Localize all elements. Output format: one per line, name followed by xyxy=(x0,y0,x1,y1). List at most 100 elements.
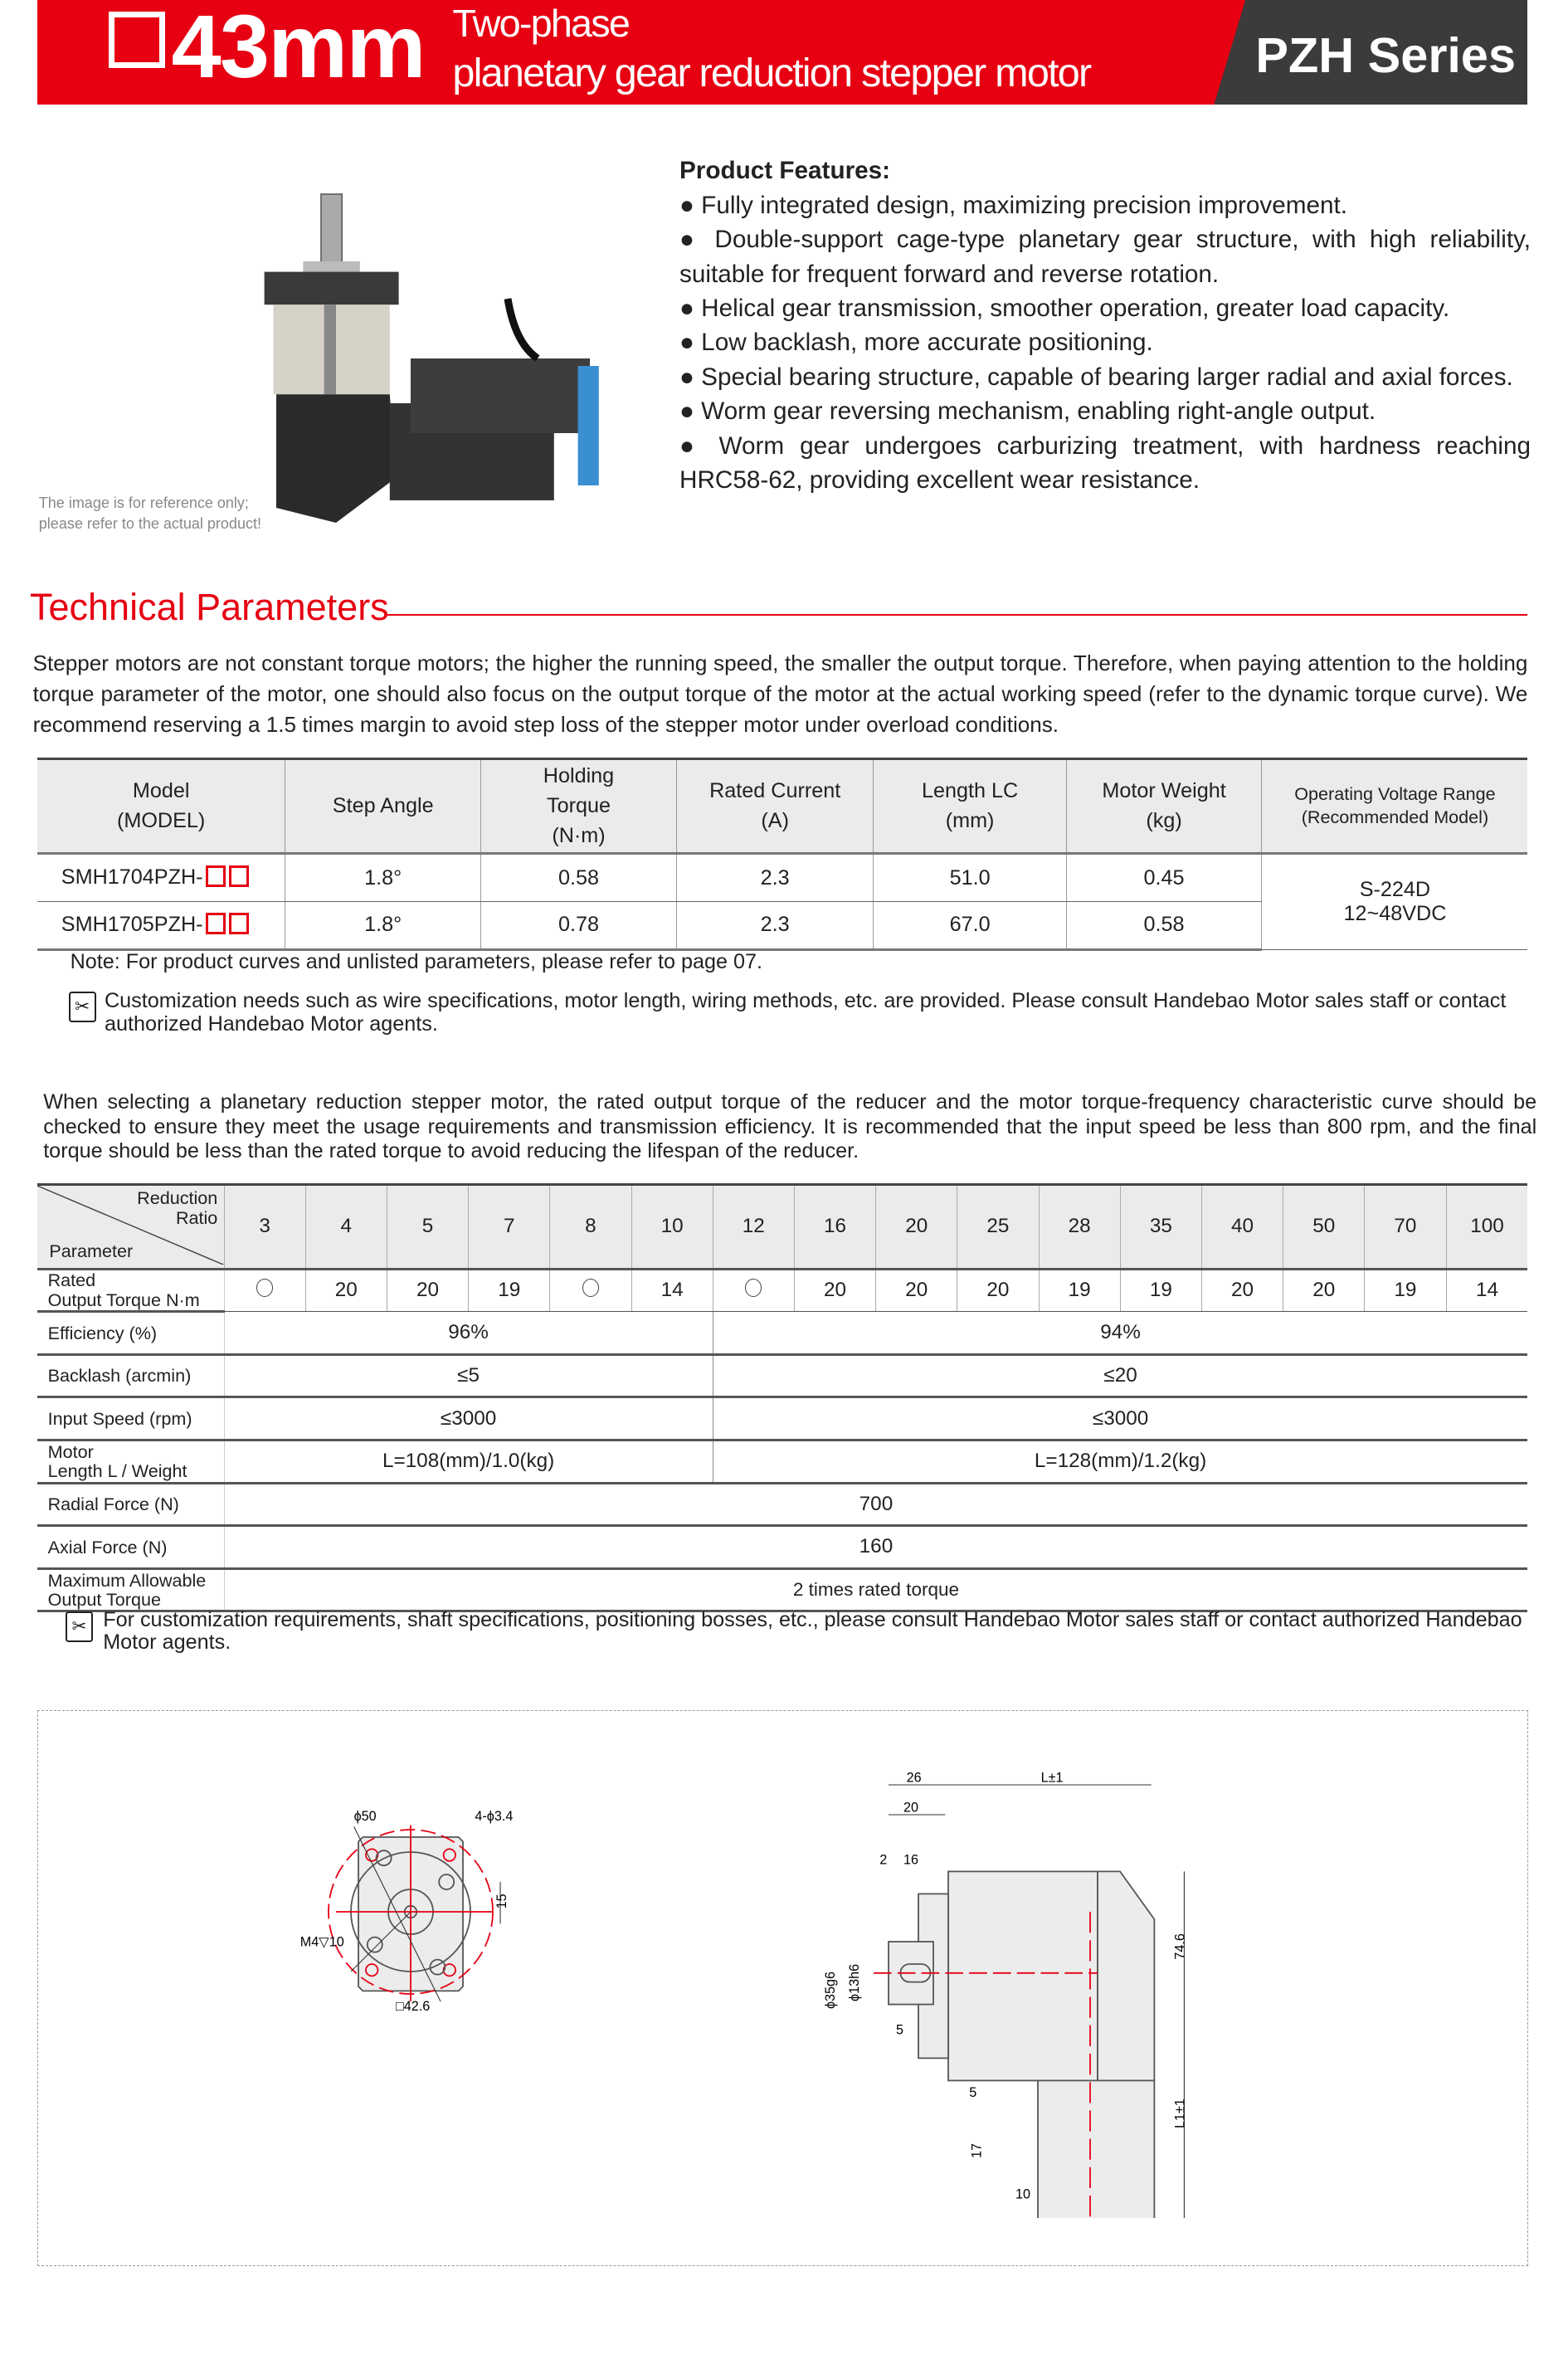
header-text: (A) xyxy=(761,809,789,833)
header-text: (kg) xyxy=(1146,809,1182,833)
series-name: PZH Series xyxy=(1255,27,1516,84)
header-text: (Recommended Model) xyxy=(1301,807,1489,828)
header-text: Operating Voltage Range xyxy=(1294,782,1496,804)
cell-text: 19 xyxy=(1068,1279,1091,1302)
table-cell: SMH1704PZH- xyxy=(37,853,286,902)
table-row: Backlash (arcmin) ≤5 ≤20 xyxy=(37,1354,1528,1399)
cell-text: SMH1705PZH- xyxy=(61,913,203,937)
customization-note: ✂ Customization needs such as wire specif… xyxy=(68,988,1538,1037)
ratio-header: 3 xyxy=(224,1182,306,1270)
value-cell: 94% xyxy=(713,1311,1528,1356)
size-title: 43mm xyxy=(109,0,426,98)
caption-line: The image is for reference only; xyxy=(38,495,249,511)
table-row: SMH1705PZH- 1.8° 0.78 2.3 67.0 0.58 xyxy=(37,901,1527,951)
table-cell: 2.3 xyxy=(676,853,874,902)
table-row: SMH1704PZH- 1.8° 0.58 2.3 51.0 0.45 S-224D 12~4… xyxy=(37,853,1528,950)
cell-text: SMH1704PZH- xyxy=(61,865,203,890)
torque-cell: 19 xyxy=(468,1269,551,1313)
dim-10: 10 xyxy=(1015,2187,1030,2202)
column-header: Rated Current (A) xyxy=(676,757,874,855)
column-header: Model (MODEL) xyxy=(37,757,286,855)
section-title: Technical Parameters xyxy=(30,585,389,628)
feature-item: ● Double-support cage-type planetary gea… xyxy=(679,226,1531,288)
value-cell: 2 times rated torque xyxy=(224,1568,1528,1613)
table-cell: 2.3 xyxy=(676,901,874,951)
torque-cell xyxy=(549,1269,632,1313)
image-disclaimer: The image is for reference only; please r… xyxy=(39,493,261,534)
table-cell: 1.8° xyxy=(285,853,482,902)
dim-square: □42.6 xyxy=(396,1999,430,2014)
feature-item: ● Worm gear undergoes carburizing treatm… xyxy=(679,431,1531,495)
row-label-text: Output Torque N·m xyxy=(47,1289,200,1310)
header-text: (N·m) xyxy=(552,824,606,848)
value-cell: L=108(mm)/1.0(kg) xyxy=(224,1440,713,1484)
ratio-header: 100 xyxy=(1446,1182,1528,1270)
square-icon xyxy=(109,12,166,69)
customization-text: Customization needs such as wire specifi… xyxy=(104,988,1507,1036)
torque-cell: 20 xyxy=(1201,1269,1284,1313)
side-view-drawing: 26 L±1 20 2 16 ϕ35g6 ϕ13h6 5 5 74.6 L1±1… xyxy=(823,1770,1187,2218)
cell-text: 14 xyxy=(660,1279,684,1302)
torque-cell: 20 xyxy=(794,1269,877,1313)
features-title: Product Features: xyxy=(679,157,891,185)
torque-cell: 20 xyxy=(305,1269,387,1313)
table-cell: 0.58 xyxy=(480,853,677,902)
table-cell: 51.0 xyxy=(873,853,1067,902)
corner-ratio-label: Reduction Ratio xyxy=(137,1188,217,1227)
placeholder-box xyxy=(228,913,249,935)
cell-text: 20 xyxy=(905,1279,928,1302)
not-available-circle-icon xyxy=(745,1278,762,1297)
cell-text: 0.58 xyxy=(1143,913,1185,937)
torque-cell: 20 xyxy=(957,1269,1040,1313)
voltage-text: 12~48VDC xyxy=(1343,901,1447,925)
table-row: Input Speed (rpm) ≤3000 ≤3000 xyxy=(37,1397,1528,1441)
subtitle-line1: Two-phase xyxy=(452,1,631,45)
caption-line: please refer to the actual product! xyxy=(38,515,261,533)
table-row: Rated Output Torque N·m 20 20 19 14 20 20 20 19 19… xyxy=(37,1269,1528,1314)
value-cell: 96% xyxy=(224,1311,713,1356)
dim-15: 15 xyxy=(494,1894,509,1908)
column-header: Operating Voltage Range (Recommended Mode… xyxy=(1261,757,1528,855)
table-cell: 0.78 xyxy=(480,901,677,951)
row-label: Input Speed (rpm) xyxy=(37,1397,225,1441)
header-text: Holding xyxy=(543,764,615,788)
row-label-text: Efficiency (%) xyxy=(47,1322,158,1343)
dim-5a: 5 xyxy=(896,2023,903,2038)
not-available-circle-icon xyxy=(256,1278,274,1297)
motor-spec-table: Model (MODEL) Step Angle Holding Torque (N·m)… xyxy=(37,757,1528,951)
row-label-text: Length L / Weight xyxy=(47,1460,187,1482)
cell-text: 20 xyxy=(334,1279,358,1302)
dim-d13: ϕ13h6 xyxy=(847,1964,862,2001)
row-label-text: Backlash (arcmin) xyxy=(47,1365,192,1387)
customization-icon: ✂ xyxy=(68,992,96,1022)
torque-cell: 19 xyxy=(1039,1269,1121,1313)
table-cell: SMH1705PZH- xyxy=(37,901,286,951)
row-label: Rated Output Torque N·m xyxy=(37,1269,225,1314)
dim-26: 26 xyxy=(907,1770,922,1785)
table-cell: 1.8° xyxy=(285,901,482,951)
torque-cell: 14 xyxy=(631,1269,713,1313)
table-cell: 0.58 xyxy=(1066,901,1263,951)
corner-parameter-label: Parameter xyxy=(49,1241,134,1262)
note-text: Note: For product curves and unlisted pa… xyxy=(70,949,763,973)
cell-text: 2.3 xyxy=(760,913,790,937)
table-row: Radial Force (N) 700 xyxy=(37,1483,1528,1528)
row-label-text: Rated xyxy=(47,1270,96,1291)
cell-text: 19 xyxy=(1394,1279,1417,1302)
row-label: Motor Length L / Weight xyxy=(37,1440,225,1484)
column-header: Holding Torque (N·m) xyxy=(480,757,677,855)
front-view-drawing: ϕ50 4-ϕ3.4 M4▽10 15 □42.6 xyxy=(300,1809,514,2014)
table-cell: 67.0 xyxy=(873,901,1067,951)
tech-intro: Stepper motors are not constant torque m… xyxy=(32,651,1528,737)
ratio-header: 28 xyxy=(1039,1182,1121,1270)
corner-text: Ratio xyxy=(175,1206,218,1228)
header-text: Motor Weight xyxy=(1102,779,1226,803)
voltage-cell: S-224D 12~48VDC xyxy=(1261,853,1528,950)
torque-cell: 20 xyxy=(1283,1269,1366,1313)
row-label-text: Motor xyxy=(47,1440,94,1462)
cell-text: 67.0 xyxy=(949,913,991,937)
diagonal-line xyxy=(37,1185,224,1265)
row-label-text: Radial Force (N) xyxy=(47,1494,179,1515)
ratio-header: 25 xyxy=(957,1182,1040,1270)
torque-cell: 14 xyxy=(1446,1269,1528,1313)
